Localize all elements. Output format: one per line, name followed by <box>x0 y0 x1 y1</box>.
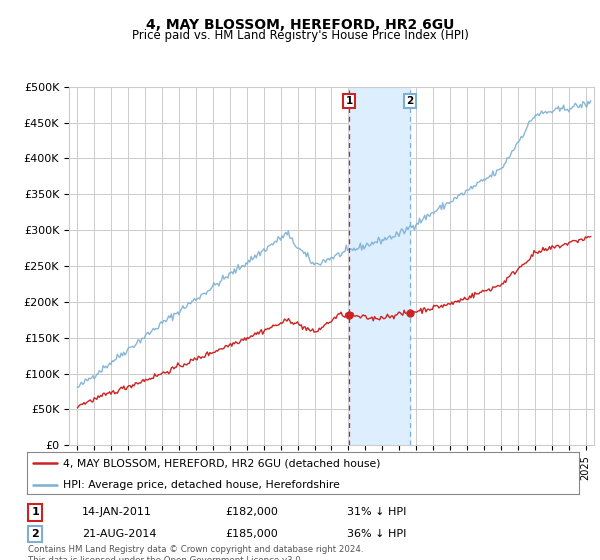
Text: 4, MAY BLOSSOM, HEREFORD, HR2 6GU (detached house): 4, MAY BLOSSOM, HEREFORD, HR2 6GU (detac… <box>63 458 380 468</box>
Text: 1: 1 <box>346 96 353 106</box>
Text: 2: 2 <box>31 529 39 539</box>
Text: 31% ↓ HPI: 31% ↓ HPI <box>347 507 407 517</box>
Text: Price paid vs. HM Land Registry's House Price Index (HPI): Price paid vs. HM Land Registry's House … <box>131 29 469 42</box>
Text: Contains HM Land Registry data © Crown copyright and database right 2024.
This d: Contains HM Land Registry data © Crown c… <box>28 545 364 560</box>
Text: 36% ↓ HPI: 36% ↓ HPI <box>347 529 407 539</box>
Text: 1: 1 <box>31 507 39 517</box>
Text: £182,000: £182,000 <box>226 507 278 517</box>
Text: 14-JAN-2011: 14-JAN-2011 <box>82 507 152 517</box>
Text: £185,000: £185,000 <box>226 529 278 539</box>
Text: 4, MAY BLOSSOM, HEREFORD, HR2 6GU: 4, MAY BLOSSOM, HEREFORD, HR2 6GU <box>146 18 454 32</box>
Text: 21-AUG-2014: 21-AUG-2014 <box>82 529 157 539</box>
Bar <box>349 87 410 445</box>
Text: 2: 2 <box>406 96 414 106</box>
Text: HPI: Average price, detached house, Herefordshire: HPI: Average price, detached house, Here… <box>63 480 340 489</box>
